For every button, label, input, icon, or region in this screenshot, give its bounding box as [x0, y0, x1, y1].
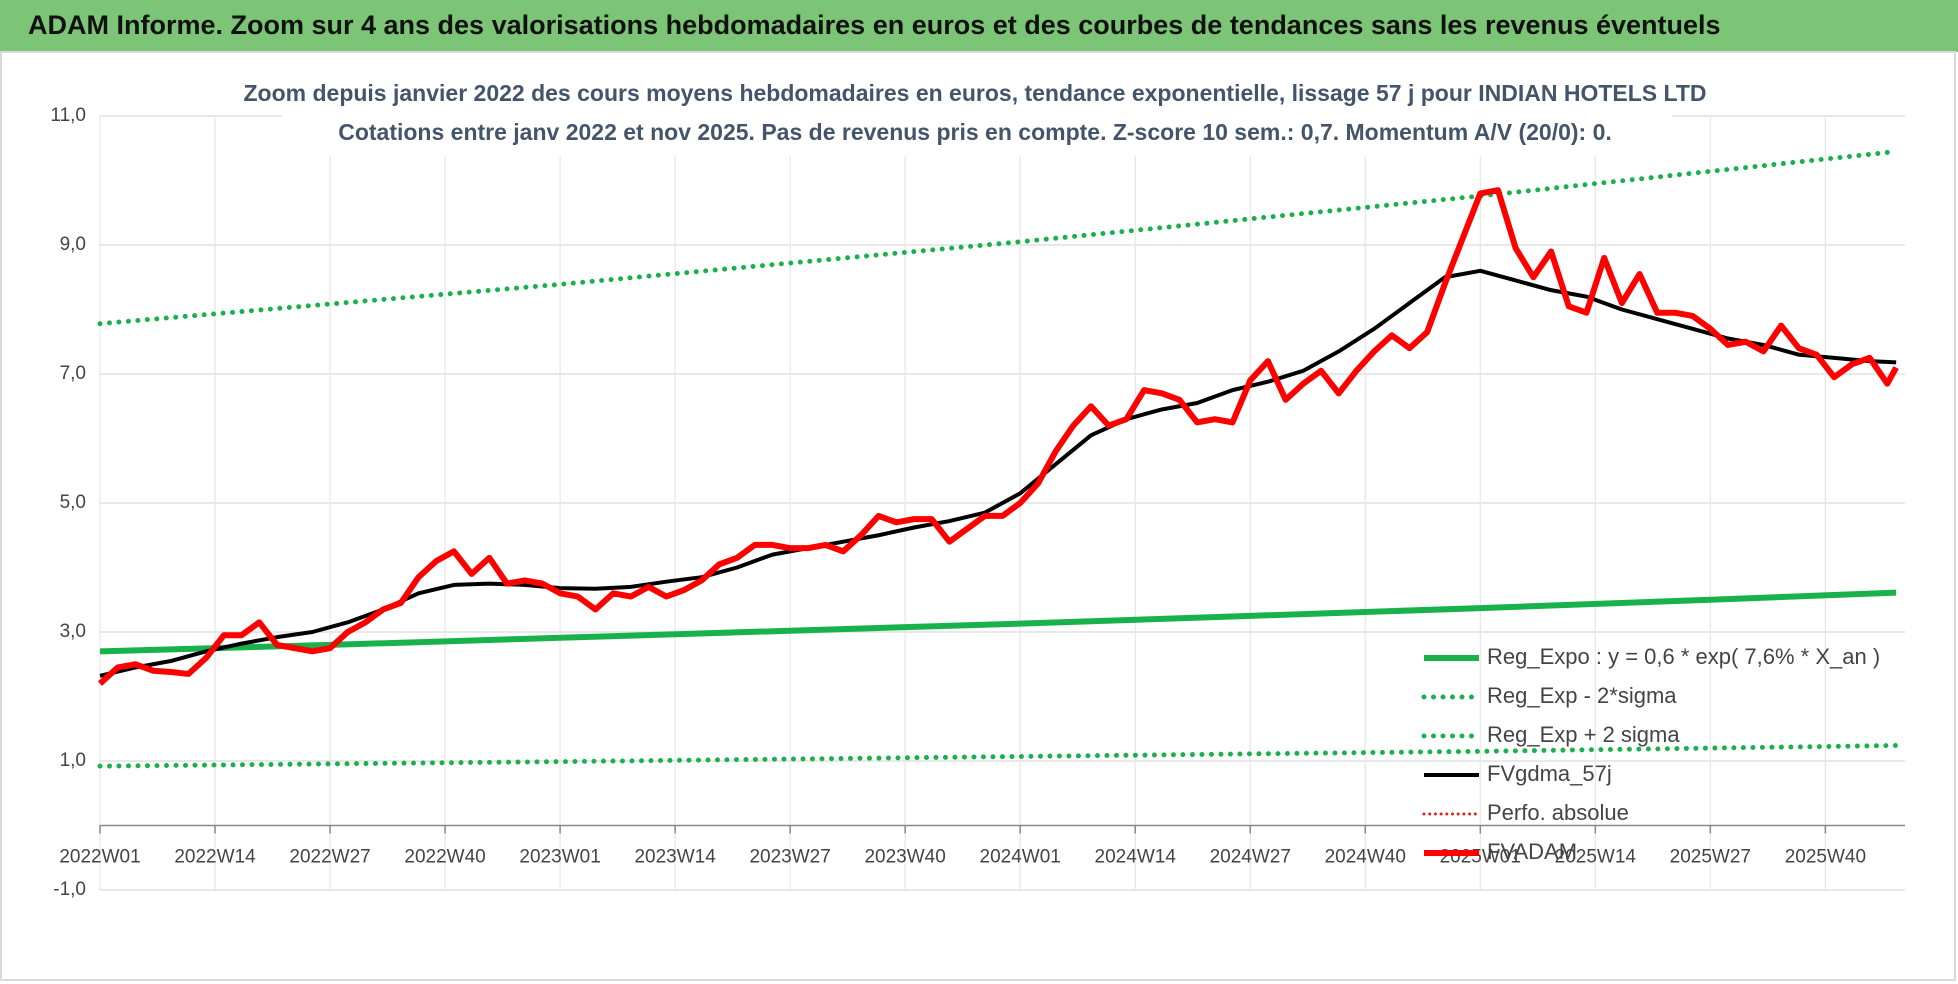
- y-tick-label: 11,0: [50, 105, 86, 126]
- y-tick-label: 7,0: [60, 363, 86, 384]
- header-bar: [0, 0, 1958, 52]
- series-line: [97, 187, 1899, 686]
- chart-subtitle: Cotations entre janv 2022 et nov 2025. P…: [338, 119, 1612, 145]
- x-tick-label: 2024W40: [1325, 847, 1406, 868]
- series-line: [99, 589, 1897, 655]
- x-tick-label: 2024W14: [1095, 847, 1177, 868]
- title-box: [282, 74, 1672, 156]
- y-tick-label: 5,0: [60, 492, 86, 513]
- x-tick-label: 2022W14: [174, 847, 256, 868]
- x-tick-label: 2023W40: [864, 847, 945, 868]
- y-tick-label: 3,0: [60, 621, 86, 642]
- x-tick-label: 2023W14: [634, 847, 716, 868]
- y-tick-label: -1,0: [53, 879, 86, 900]
- legend-label: FVgdma_57j: [1487, 761, 1612, 786]
- series-line: [97, 148, 1899, 327]
- legend-label: Perfo. absolue: [1487, 800, 1629, 825]
- header-title: ADAM Informe. Zoom sur 4 ans des valoris…: [28, 10, 1721, 40]
- x-tick-label: 2024W01: [980, 847, 1061, 868]
- series-line: [97, 743, 1899, 769]
- chart-title: Zoom depuis janvier 2022 des cours moyen…: [243, 80, 1706, 106]
- x-tick-label: 2025W27: [1670, 847, 1751, 868]
- x-tick-label: 2023W27: [749, 847, 830, 868]
- legend-label: Reg_Exp - 2*sigma: [1487, 683, 1677, 708]
- y-tick-label: 9,0: [60, 234, 86, 255]
- x-tick-label: 2025W40: [1785, 847, 1866, 868]
- x-tick-label: 2022W27: [289, 847, 370, 868]
- x-tick-label: 2022W01: [59, 847, 140, 868]
- y-tick-label: 1,0: [60, 750, 86, 771]
- x-tick-label: 2023W01: [519, 847, 600, 868]
- x-tick-label: 2025W14: [1555, 847, 1637, 868]
- series-line: [99, 268, 1897, 678]
- legend-label: FVADAM: [1487, 839, 1577, 864]
- legend-label: Reg_Expo : y = 0,6 * exp( 7,6% * X_an ): [1487, 644, 1880, 669]
- x-tick-label: 2024W27: [1210, 847, 1291, 868]
- x-tick-label: 2022W40: [404, 847, 485, 868]
- legend-label: Reg_Exp + 2 sigma: [1487, 722, 1680, 747]
- frame: [0, 51, 1956, 981]
